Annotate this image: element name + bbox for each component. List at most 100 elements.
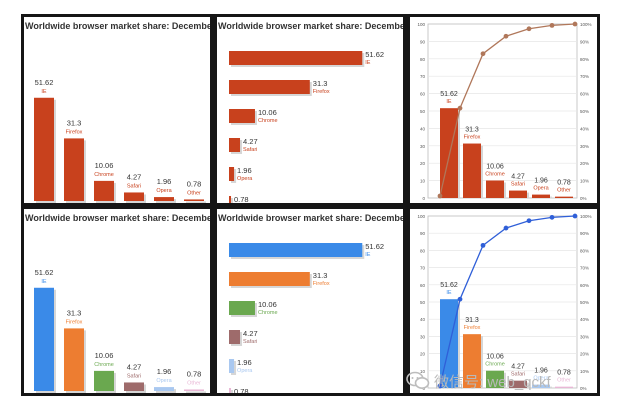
value-label: 10.06 (486, 354, 504, 361)
category-label: Opera (156, 188, 172, 194)
category-label: Firefox (313, 89, 330, 95)
value-label: 51.62 (365, 50, 384, 59)
bar-safari (229, 330, 241, 344)
value-label: 4.27 (511, 364, 525, 371)
left-tick-label: 80 (420, 57, 426, 62)
chart-svg: 01020304050607080901000%10%20%30%40%50%6… (417, 213, 592, 391)
bar-ie (229, 243, 363, 257)
bar-other (184, 199, 204, 201)
bar-opera (532, 194, 550, 198)
value-label: 31.3 (67, 308, 82, 317)
value-label: 4.27 (243, 329, 258, 338)
right-tick-label: 60% (580, 283, 589, 288)
category-label: Safari (243, 339, 257, 345)
chart-svg: 01020304050607080901000%10%20%30%40%50%6… (417, 21, 592, 201)
bar-safari (124, 382, 144, 391)
value-label: 31.3 (465, 317, 479, 324)
bar-shadow (186, 391, 206, 393)
chart-title: Worldwide browser market share: December… (25, 213, 210, 223)
category-label: Chrome (258, 118, 278, 124)
bar-ie (34, 287, 54, 391)
cumulative-point (526, 26, 532, 32)
left-tick-label: 90 (420, 231, 426, 236)
bar-firefox (229, 272, 310, 286)
cumulative-point (437, 193, 443, 199)
category-label: Firefox (464, 135, 481, 141)
right-tick-label: 90% (580, 231, 589, 236)
bar-safari (509, 190, 527, 198)
value-label: 10.06 (258, 300, 277, 309)
wechat-icon (406, 371, 430, 391)
left-tick-label: 30 (420, 144, 426, 149)
cumulative-point (480, 242, 486, 248)
right-tick-label: 100% (580, 214, 592, 219)
value-label: 51.62 (440, 91, 458, 98)
bar-other (555, 196, 573, 198)
watermark: 微信号: web_qckf (400, 368, 630, 394)
bar-shadow (186, 201, 206, 203)
value-label: 10.06 (258, 108, 277, 117)
bar-ie (229, 51, 363, 65)
left-tick-label: 40 (420, 126, 426, 131)
cumulative-point (437, 383, 443, 389)
category-label: Chrome (485, 171, 505, 177)
left-tick-label: 70 (420, 74, 426, 79)
value-label: 51.62 (35, 268, 54, 277)
category-label: Chrome (94, 172, 114, 178)
right-tick-label: 0% (580, 196, 587, 201)
right-tick-label: 30% (580, 144, 589, 149)
cumulative-point (572, 213, 578, 219)
bar-other (229, 388, 232, 393)
value-label: 0.78 (557, 180, 571, 187)
right-tick-label: 100% (580, 22, 592, 27)
cumulative-point (572, 21, 578, 27)
category-label: Firefox (464, 325, 481, 331)
bar-opera (154, 387, 174, 391)
category-label: IE (365, 60, 371, 66)
category-label: Opera (533, 186, 549, 192)
bar-chrome (94, 180, 114, 201)
chart-svg: Worldwide browser market share: December… (218, 21, 403, 203)
value-label: 4.27 (127, 362, 142, 371)
right-tick-label: 40% (580, 126, 589, 131)
right-tick-label: 40% (580, 317, 589, 322)
value-label: 0.78 (187, 369, 202, 378)
category-label: IE (41, 279, 47, 285)
bar-chrome (486, 180, 504, 198)
left-tick-label: 20 (420, 161, 426, 166)
bar-chrome (94, 370, 114, 391)
category-label: Other (187, 380, 201, 386)
bar-other (555, 386, 573, 388)
value-label: 0.78 (234, 195, 249, 203)
right-tick-label: 10% (580, 179, 589, 184)
right-tick-label: 70% (580, 74, 589, 79)
left-tick-label: 50 (420, 109, 426, 114)
left-tick-label: 10 (420, 369, 426, 374)
category-label: Opera (533, 376, 549, 382)
chart-title: Worldwide browser market share: December… (25, 21, 210, 31)
panel-pareto-red: 0 10 20 30 40 50 60 70 80 90 100 0% 10% 20% 30% 40% 50% 6… (410, 17, 597, 203)
value-label: 0.78 (187, 179, 202, 188)
right-tick-label: 50% (580, 109, 589, 114)
right-tick-label: 10% (580, 369, 589, 374)
right-tick-label: 20% (580, 352, 589, 357)
category-label: Firefox (66, 319, 83, 325)
cumulative-point (457, 296, 463, 302)
bar-firefox (64, 138, 84, 201)
right-tick-label: 90% (580, 39, 589, 44)
category-label: Other (187, 190, 201, 196)
left-tick-label: 100 (417, 22, 425, 27)
left-tick-label: 10 (420, 179, 426, 184)
panel-horizontal-bars-color: Worldwide browser market share: December… (217, 209, 403, 393)
left-tick-label: 0 (422, 196, 425, 201)
bar-shadow (231, 390, 234, 393)
category-label: IE (41, 89, 47, 95)
value-label: 31.3 (67, 118, 82, 127)
bar-firefox (463, 143, 481, 198)
chart-svg: Worldwide browser market share: December… (218, 213, 403, 393)
left-tick-label: 30 (420, 334, 426, 339)
chart-title: Worldwide browser market share: December… (218, 21, 403, 31)
bar-chrome (229, 109, 255, 123)
chart-grid: Worldwide browser market share: December… (21, 14, 600, 396)
value-label: 31.3 (465, 127, 479, 134)
